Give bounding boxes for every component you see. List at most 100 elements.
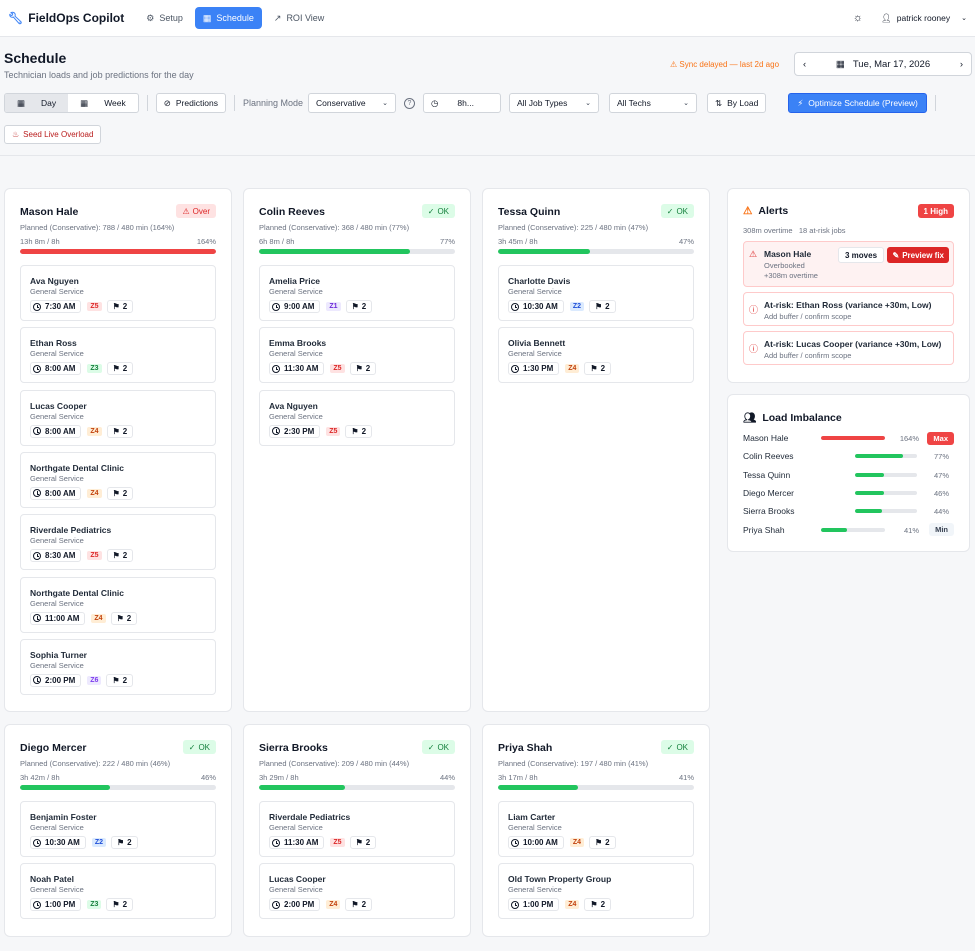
- hours-select[interactable]: ◷ 8h...: [423, 93, 501, 113]
- job-time-text: 1:30 PM: [523, 364, 554, 374]
- job-card[interactable]: Riverdale Pediatrics General Service 8:30 …: [20, 514, 216, 571]
- imbalance-row[interactable]: Mason Hale 164% Max: [743, 431, 954, 445]
- help-icon[interactable]: ?: [404, 97, 415, 109]
- job-card[interactable]: Emma Brooks General Service 11:30 AM Z5 ⚑ 2: [259, 327, 455, 384]
- min-badge: Min: [929, 523, 954, 536]
- job-card[interactable]: Riverdale Pediatrics General Service 11:30…: [259, 801, 455, 857]
- gear-icon: ⚙: [146, 12, 155, 23]
- imbalance-tech-name: Mason Hale: [743, 433, 789, 443]
- job-customer: Amelia Price: [269, 276, 321, 286]
- user-menu[interactable]: 👤︎ patrick rooney ⌄: [881, 13, 967, 24]
- technician-name[interactable]: Tessa Quinn: [498, 206, 561, 218]
- prev-day-icon[interactable]: ‹: [803, 58, 807, 70]
- job-type: General Service: [30, 349, 84, 359]
- job-types-value: All Job Types: [517, 98, 568, 108]
- job-flags: ⚑ 2: [345, 424, 373, 438]
- job-card[interactable]: Lucas Cooper General Service 8:00 AM Z4 ⚑ 2: [20, 389, 216, 446]
- techs-select[interactable]: All Techs ⌄: [609, 93, 697, 113]
- job-time-text: 1:00 PM: [45, 900, 76, 910]
- job-time-text: 11:30 AM: [284, 364, 319, 374]
- date-picker[interactable]: ‹ ▦ Tue, Mar 17, 2026 ›: [794, 52, 972, 76]
- flag-count: 2: [122, 426, 128, 436]
- flag-count: 2: [127, 838, 132, 847]
- job-card[interactable]: Charlotte Davis General Service 10:30 AM Z2…: [498, 265, 694, 321]
- job-meta: 10:30 AM Z2 ⚑ 2: [508, 300, 616, 313]
- job-card[interactable]: Northgate Dental Clinic General Service 11…: [20, 576, 216, 633]
- job-card[interactable]: Benjamin Foster General Service 10:30 AM Z2…: [20, 801, 216, 857]
- imbalance-row[interactable]: Priya Shah 41% Min: [743, 523, 954, 537]
- job-card[interactable]: Ethan Ross General Service 8:00 AM Z3 ⚑ 2: [20, 327, 216, 384]
- job-type: General Service: [269, 349, 323, 359]
- predictions-toggle[interactable]: ⊘ Predictions: [155, 93, 226, 113]
- warning-icon: ⚠: [749, 249, 758, 259]
- technician-name[interactable]: Diego Mercer: [20, 742, 87, 754]
- imbalance-percent: 164%: [899, 434, 919, 443]
- job-card[interactable]: Amelia Price General Service 9:00 AM Z1 ⚑ 2: [259, 265, 455, 321]
- imbalance-row[interactable]: Tessa Quinn 47%: [743, 468, 954, 482]
- view-day-button[interactable]: ▦ Day: [5, 94, 69, 112]
- check-circle-icon: ✓: [666, 206, 674, 216]
- flame-icon: ♨: [12, 130, 20, 139]
- alert-title: At-risk: Lucas Cooper (variance +30m, Lo…: [764, 339, 942, 349]
- job-card[interactable]: Sophia Turner General Service 2:00 PM Z6 ⚑ 2: [20, 638, 216, 695]
- technician-name[interactable]: Priya Shah: [498, 742, 553, 754]
- job-type: General Service: [30, 598, 84, 608]
- technician-name[interactable]: Colin Reeves: [259, 206, 325, 218]
- job-flags: ⚑ 2: [589, 836, 616, 849]
- brand[interactable]: 🔧︎ FieldOps Copilot: [8, 11, 124, 25]
- job-types-select[interactable]: All Job Types ⌄: [509, 93, 599, 113]
- imbalance-row[interactable]: Diego Mercer 46%: [743, 486, 954, 500]
- alert-item[interactable]: ⓘ At-risk: Lucas Cooper (variance +30m, …: [743, 331, 954, 365]
- job-time: 1:00 PM: [30, 898, 82, 912]
- alert-detail: Overbooked: [764, 261, 805, 270]
- job-type: General Service: [269, 287, 323, 296]
- job-time-text: 8:00 AM: [45, 488, 76, 498]
- nav-roi-view[interactable]: ↗ ROI View: [266, 7, 332, 29]
- clock-icon: [33, 364, 41, 373]
- technician-name[interactable]: Mason Hale: [20, 206, 79, 218]
- job-card[interactable]: Noah Patel General Service 1:00 PM Z3 ⚑ 2: [20, 863, 216, 920]
- job-time-text: 2:00 PM: [284, 900, 315, 910]
- imbalance-tech-name: Sierra Brooks: [743, 506, 795, 517]
- clock-icon: [272, 900, 280, 909]
- technician-name[interactable]: Sierra Brooks: [259, 742, 328, 754]
- job-card[interactable]: Old Town Property Group General Service 1:…: [498, 863, 694, 920]
- imbalance-row[interactable]: Colin Reeves 77%: [743, 449, 954, 463]
- chevron-down-icon: ⌄: [683, 100, 689, 107]
- nav-schedule[interactable]: ▦ Schedule: [194, 7, 262, 29]
- theme-toggle-icon[interactable]: ☼: [852, 12, 863, 24]
- view-week-button[interactable]: ▦ Week: [68, 94, 138, 112]
- next-day-icon[interactable]: ›: [959, 58, 963, 70]
- load-percent: 46%: [200, 773, 216, 782]
- divider: [233, 95, 235, 111]
- clock-icon: ◷: [431, 97, 439, 108]
- alert-circle-icon: ⓘ: [749, 305, 759, 315]
- sort-by-load-button[interactable]: ⇅ By Load: [707, 93, 767, 113]
- flag-icon: ⚑: [351, 302, 359, 311]
- alert-item[interactable]: ⚠ Mason Hale Overbooked +308m overtime 3…: [743, 241, 954, 287]
- imbalance-row[interactable]: Sierra Brooks 44%: [743, 504, 954, 518]
- job-time-text: 10:30 AM: [45, 838, 80, 847]
- job-time-text: 2:00 PM: [45, 675, 76, 685]
- job-time: 10:00 AM: [508, 836, 564, 849]
- job-card[interactable]: Liam Carter General Service 10:00 AM Z4 ⚑ 2: [498, 801, 694, 857]
- clock-icon: [511, 302, 519, 311]
- planning-mode-select[interactable]: Conservative ⌄: [308, 93, 396, 113]
- optimize-schedule-button[interactable]: ⚡︎ Optimize Schedule (Preview): [788, 93, 927, 113]
- job-card[interactable]: Ava Nguyen General Service 7:30 AM Z5 ⚑ 2: [20, 265, 216, 321]
- load-percent: 44%: [439, 773, 455, 782]
- preview-fix-button[interactable]: ✎ Preview fix: [887, 247, 949, 263]
- page-subtitle: Technician loads and job predictions for…: [4, 70, 194, 80]
- seed-live-overload-button[interactable]: ♨ Seed Live Overload: [4, 125, 102, 144]
- flag-icon: ⚑: [595, 838, 603, 847]
- job-card[interactable]: Northgate Dental Clinic General Service 8:…: [20, 451, 216, 508]
- job-customer: Old Town Property Group: [508, 874, 612, 885]
- job-card[interactable]: Olivia Bennett General Service 1:30 PM Z4 ⚑ 2: [498, 327, 694, 384]
- job-meta: 2:00 PM Z4 ⚑ 2: [269, 898, 373, 912]
- job-card[interactable]: Ava Nguyen General Service 2:30 PM Z5 ⚑ 2: [259, 389, 455, 446]
- alert-item[interactable]: ⓘ At-risk: Ethan Ross (variance +30m, Lo…: [743, 292, 954, 326]
- nav-setup[interactable]: ⚙ Setup: [138, 7, 191, 29]
- job-card[interactable]: Lucas Cooper General Service 2:00 PM Z4 ⚑ 2: [259, 863, 455, 920]
- flag-count: 2: [122, 551, 128, 561]
- job-time: 11:30 AM: [269, 362, 325, 376]
